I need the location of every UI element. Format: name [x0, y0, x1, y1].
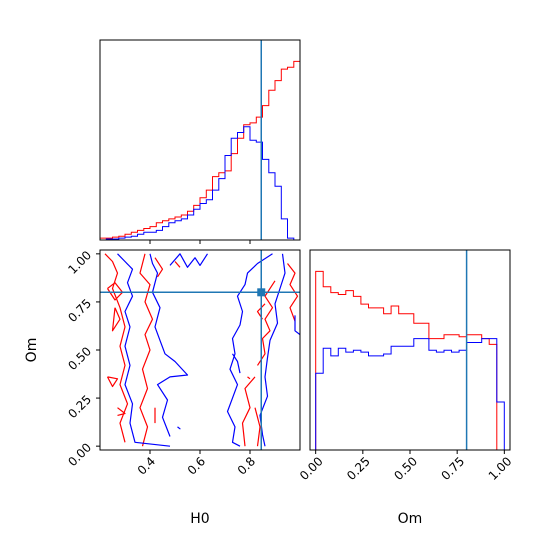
red-contour: [139, 253, 154, 447]
om-marginal-panel: 0.00 0.25 0.50 0.75 1.00 Om: [297, 249, 515, 527]
blue-contour: [169, 253, 209, 268]
om-marginal-tick-label: 1.00: [486, 454, 515, 483]
h0-red-histogram: [99, 60, 301, 240]
h0-tick-label: 0.8: [235, 454, 258, 477]
h0-marginal-panel: [99, 39, 301, 244]
om-tick-label: 0.25: [65, 392, 94, 421]
red-contour: [154, 257, 164, 278]
red-contour: [287, 263, 299, 322]
red-contour: [117, 407, 126, 416]
blue-contour: [177, 426, 181, 430]
blue-contour: [226, 253, 273, 447]
joint-contour-panel: 0.4 0.6 0.8 0.00 0.25 0.50 0.75 1.00 H0 Om: [24, 248, 301, 527]
y-axis-label-om: Om: [24, 338, 40, 363]
blue-contour: [231, 353, 241, 374]
blue-contour: [149, 253, 189, 437]
red-contour: [254, 407, 261, 447]
om-marginal-tick-label: 0.75: [438, 454, 467, 483]
blue-contour: [294, 315, 301, 336]
om-marginal-tick-label: 0.25: [344, 454, 373, 483]
h0-tick-label: 0.6: [185, 454, 208, 477]
om-tick-label: 0.75: [65, 296, 94, 325]
h0-blue-histogram: [100, 126, 300, 241]
om-tick-label: 0.00: [65, 440, 94, 469]
red-contour: [241, 376, 256, 447]
red-contour: [106, 282, 124, 301]
om-blue-histogram: [315, 338, 505, 450]
om-marginal-tick-label: 0.00: [297, 454, 326, 483]
x-axis-label-h0: H0: [190, 511, 209, 527]
om-red-histogram: [315, 270, 505, 451]
om-tick-label: 1.00: [65, 248, 94, 277]
red-contour: [256, 280, 276, 366]
red-contour: [104, 253, 129, 443]
x-axis-label-om: Om: [398, 511, 423, 527]
red-contour: [174, 261, 181, 268]
blue-contour: [259, 253, 286, 447]
h0-tick-label: 0.4: [135, 454, 158, 477]
red-contour: [111, 307, 121, 332]
om-marginal-tick-label: 0.50: [391, 454, 420, 483]
truth-marker: [257, 288, 266, 297]
red-contour: [247, 376, 251, 380]
om-tick-label: 0.50: [65, 344, 94, 373]
red-contour: [106, 376, 119, 388]
blue-contour: [117, 253, 171, 447]
